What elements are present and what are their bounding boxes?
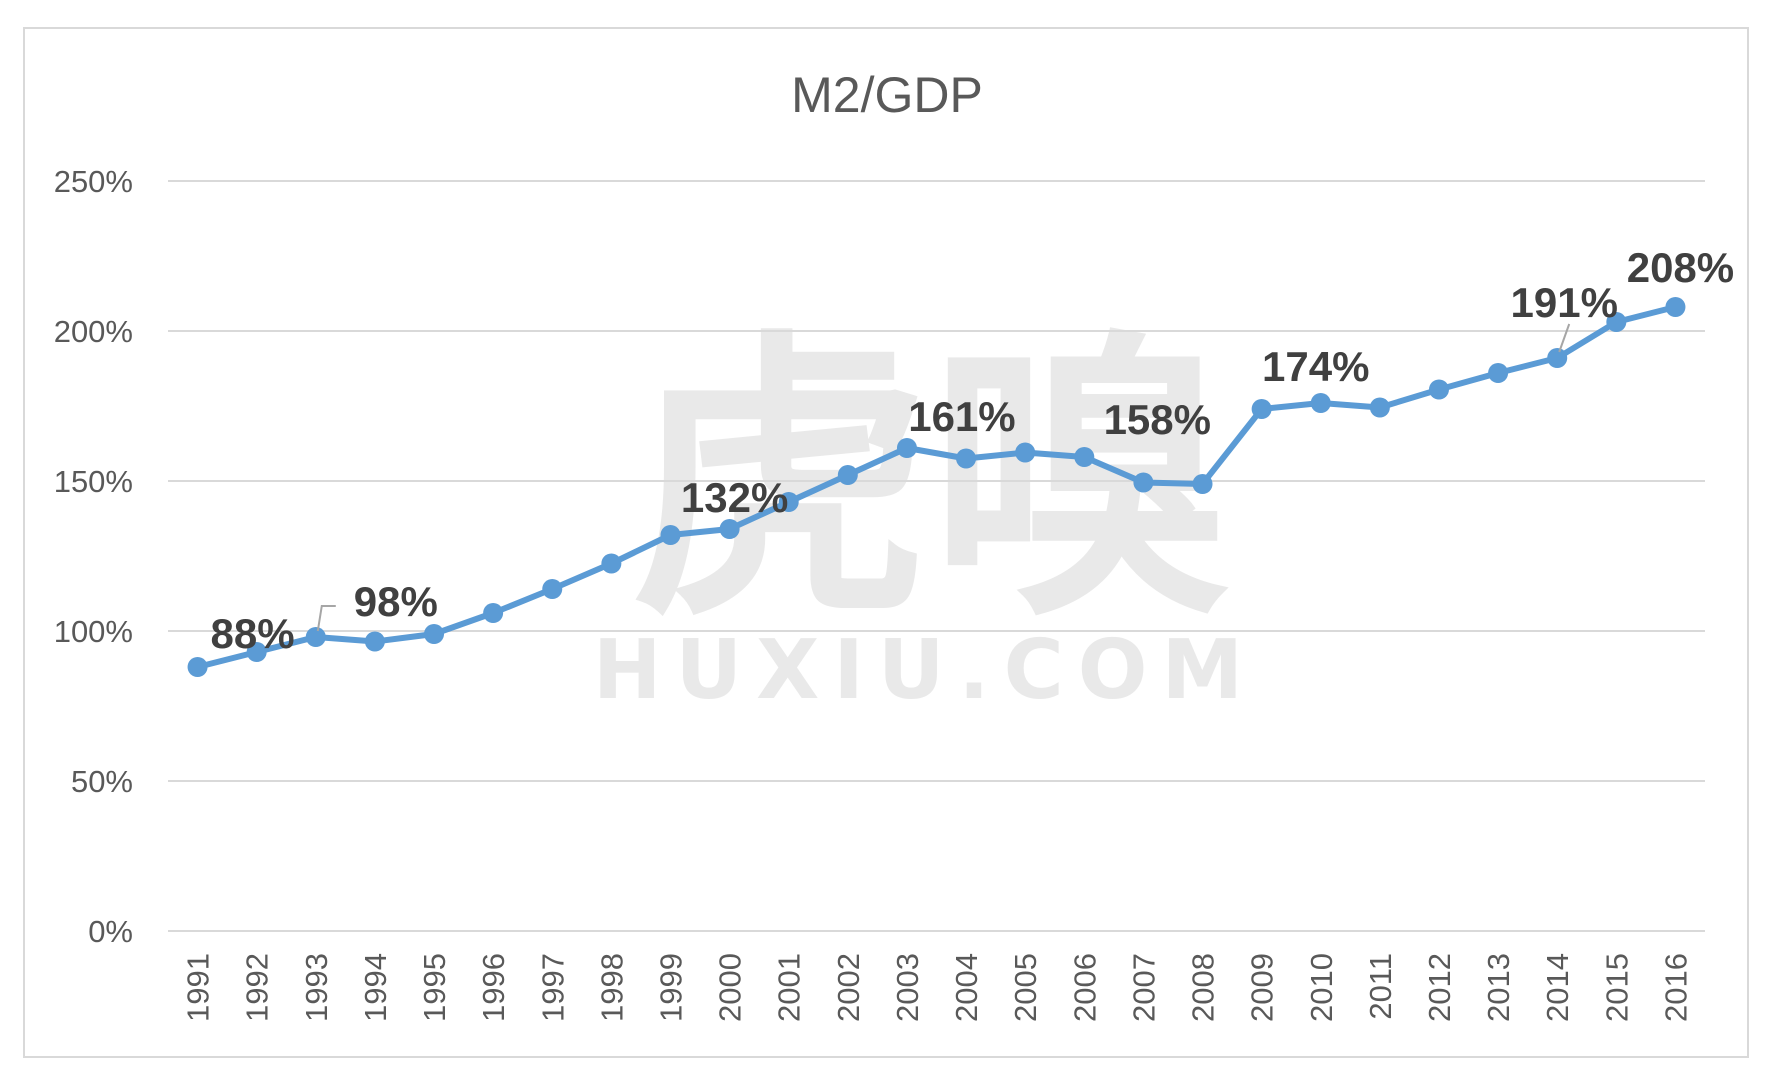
x-tick-label: 1992 (240, 953, 275, 1022)
x-tick-label: 1998 (594, 953, 629, 1022)
x-tick-label: 2016 (1658, 953, 1693, 1022)
x-tick-label: 2015 (1599, 953, 1634, 1022)
data-point (837, 465, 858, 485)
data-label: 208% (1627, 244, 1734, 291)
x-tick-label: 2000 (713, 953, 748, 1022)
data-point (778, 492, 799, 512)
data-labels: 88% 98% 132% 161% 158% 174% 191%208% (211, 244, 1735, 657)
x-tick-label: 2012 (1422, 953, 1457, 1022)
chart-title: M2/GDP (791, 67, 983, 123)
data-label: 158% (1104, 396, 1211, 443)
data-label: 98% (354, 578, 438, 625)
x-tick-label: 2011 (1363, 953, 1398, 1020)
data-point (1665, 297, 1686, 317)
data-point (1547, 348, 1568, 368)
series-line (194, 304, 1679, 670)
data-point (1369, 397, 1390, 418)
data-point (1074, 447, 1095, 467)
x-tick-label: 2003 (890, 953, 925, 1022)
data-point (424, 624, 445, 644)
x-axis: 1991 1992 1993 1994 1995 1996 1997 1998 1999 2000… (181, 953, 1694, 1022)
data-point (1428, 379, 1449, 400)
x-tick-label: 2007 (1126, 953, 1161, 1022)
x-tick-label: 2008 (1186, 953, 1221, 1022)
y-tick-label: 150% (54, 464, 133, 499)
x-tick-label: 1997 (535, 953, 570, 1022)
x-tick-label: 2014 (1540, 953, 1575, 1022)
y-axis: 0% 50% 100% 150% 200% 250% (54, 164, 133, 949)
series (187, 297, 1686, 677)
watermark: 虎嗅 HUXIU.COM (593, 303, 1257, 718)
data-point (1133, 472, 1154, 493)
y-tick-label: 100% (54, 614, 133, 649)
y-tick-label: 0% (88, 914, 133, 949)
data-point (187, 657, 208, 677)
data-point (364, 631, 385, 652)
x-tick-label: 1999 (653, 953, 688, 1022)
data-label: 161% (908, 393, 1015, 440)
y-tick-label: 50% (71, 764, 133, 799)
data-point (660, 525, 681, 545)
data-label: 174% (1262, 343, 1369, 390)
x-tick-label: 2004 (949, 953, 984, 1022)
data-label: 191% (1511, 279, 1618, 326)
data-point (1488, 363, 1509, 383)
data-point (483, 603, 504, 623)
x-tick-label: 2006 (1067, 953, 1102, 1022)
data-point (1015, 442, 1036, 463)
data-point (1606, 312, 1627, 332)
x-tick-label: 1995 (417, 953, 452, 1022)
data-point (1192, 474, 1213, 494)
y-tick-label: 200% (54, 314, 133, 349)
x-tick-label: 2005 (1008, 953, 1043, 1022)
x-tick-label: 2001 (772, 953, 807, 1022)
x-tick-label: 2009 (1245, 953, 1280, 1022)
data-point (1251, 399, 1272, 419)
x-tick-label: 2010 (1304, 953, 1339, 1022)
data-label: 132% (681, 474, 788, 521)
grid (168, 180, 1705, 932)
data-point (896, 438, 917, 458)
chart-frame (23, 27, 1749, 1058)
data-point (542, 579, 563, 599)
data-point (1310, 393, 1331, 413)
x-tick-label: 2002 (831, 953, 866, 1022)
leader-lines (316, 323, 1571, 632)
leader-line (316, 605, 336, 632)
watermark-latin: HUXIU.COM (593, 623, 1257, 718)
x-tick-label: 1994 (358, 953, 393, 1022)
x-tick-label: 2013 (1481, 953, 1516, 1022)
data-point (601, 553, 622, 574)
data-point (246, 642, 267, 662)
data-point (305, 627, 326, 647)
x-tick-label: 1993 (299, 953, 334, 1022)
leader-line (1558, 323, 1571, 353)
data-point (956, 448, 977, 469)
x-tick-label: 1996 (476, 953, 511, 1022)
x-tick-label: 1991 (181, 953, 216, 1022)
data-label: 88% (211, 610, 295, 657)
y-tick-label: 250% (54, 164, 133, 199)
data-point (719, 519, 740, 539)
